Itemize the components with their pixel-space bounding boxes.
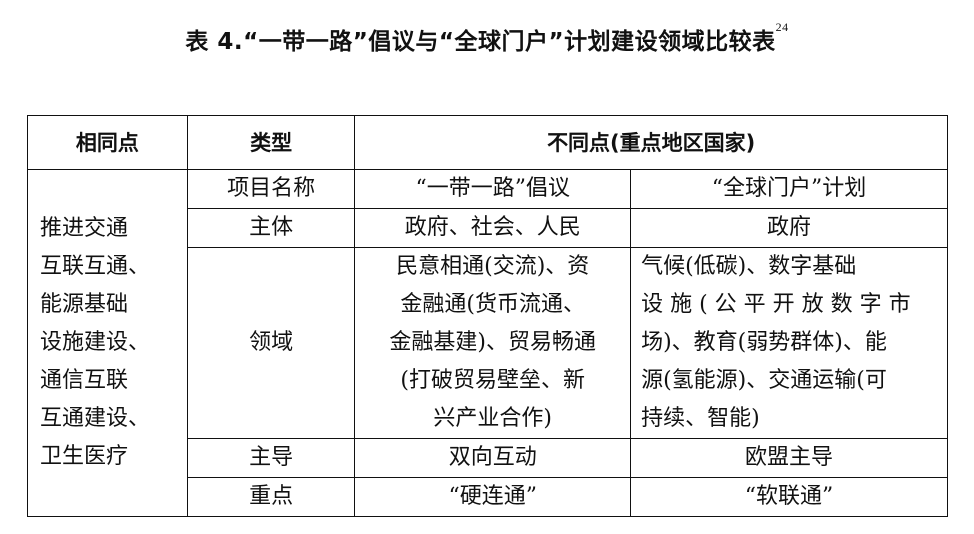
gg-line: 持续、智能) bbox=[641, 406, 760, 431]
same-line: 互通建设、 bbox=[40, 406, 151, 431]
bri-cell: 政府、社会、人民 bbox=[354, 208, 632, 248]
same-cell: 推进交通互联互通、能源基础设施建设、通信互联互通建设、卫生医疗 bbox=[27, 169, 188, 517]
header-type: 类型 bbox=[186, 115, 356, 170]
gg-line: 源(氢能源)、交通运输(可 bbox=[641, 368, 887, 393]
table-row: 主体 政府、社会、人民 政府 bbox=[28, 208, 948, 248]
header-row: 相同点 类型 不同点(重点地区国家) bbox=[27, 115, 948, 170]
same-line: 卫生医疗 bbox=[40, 444, 129, 469]
type-cell: 主体 bbox=[186, 208, 356, 248]
comparison-table: 相同点 类型 不同点(重点地区国家) 推进交通互联互通、能源基础设施建设、通信互… bbox=[27, 115, 948, 517]
bri-line: 兴产业合作) bbox=[433, 406, 553, 431]
gg-cell: 气候(低碳)、数字基础设 施 ( 公 平 开 放 数 字 市场)、教育(弱势群体… bbox=[630, 247, 948, 439]
bri-line: 双向互动 bbox=[448, 445, 537, 470]
gg-line: 欧盟主导 bbox=[745, 445, 834, 470]
bri-line: 金融通(货币流通、 bbox=[400, 292, 586, 317]
gg-line: “软联通” bbox=[744, 484, 834, 509]
type-cell: 领域 bbox=[186, 247, 356, 439]
gg-line: 场)、教育(弱势群体)、能 bbox=[641, 330, 887, 355]
same-line: 互联互通、 bbox=[40, 254, 151, 279]
gg-line: 设 施 ( 公 平 开 放 数 字 市 bbox=[641, 292, 911, 317]
title-text: 表 4.“一带一路”倡议与“全球门户”计划建设领域比较表 bbox=[185, 29, 776, 55]
gg-cell: 欧盟主导 bbox=[630, 438, 948, 478]
same-line: 推进交通 bbox=[40, 216, 129, 241]
gg-cell: “全球门户”计划 bbox=[630, 169, 948, 209]
same-line: 通信互联 bbox=[40, 368, 129, 393]
bri-line: 政府、社会、人民 bbox=[404, 215, 581, 240]
type-cell: 主导 bbox=[186, 438, 356, 478]
bri-cell: “硬连通” bbox=[354, 477, 632, 517]
type-cell: 重点 bbox=[186, 477, 356, 517]
table-row: 重点 “硬连通” “软联通” bbox=[28, 477, 948, 517]
bri-cell: “一带一路”倡议 bbox=[354, 169, 632, 209]
bri-line: “硬连通” bbox=[448, 484, 537, 509]
same-line: 设施建设、 bbox=[40, 330, 151, 355]
bri-line: (打破贸易壁垒、新 bbox=[400, 368, 586, 393]
gg-line: 气候(低碳)、数字基础 bbox=[641, 254, 857, 279]
type-cell: 项目名称 bbox=[186, 169, 356, 209]
bri-cell: 民意相通(交流)、资 金融通(货币流通、 金融基建)、贸易畅通 (打破贸易壁垒、新 兴产… bbox=[354, 247, 632, 439]
bri-line: 民意相通(交流)、资 bbox=[396, 254, 590, 279]
gg-line: “全球门户”计划 bbox=[711, 176, 867, 201]
header-same: 相同点 bbox=[27, 115, 188, 170]
footnote-ref: 24 bbox=[775, 20, 789, 34]
gg-cell: “软联通” bbox=[630, 477, 948, 517]
bri-line: “一带一路”倡议 bbox=[415, 176, 570, 201]
bri-line: 金融基建)、贸易畅通 bbox=[389, 330, 597, 355]
table-title: 表 4.“一带一路”倡议与“全球门户”计划建设领域比较表24 bbox=[0, 20, 974, 56]
header-diff: 不同点(重点地区国家) bbox=[354, 115, 948, 170]
bri-cell: 双向互动 bbox=[354, 438, 632, 478]
gg-cell: 政府 bbox=[630, 208, 948, 248]
same-line: 能源基础 bbox=[40, 292, 129, 317]
gg-line: 政府 bbox=[767, 215, 812, 240]
table-row: 推进交通 互联互通、 能源基础 设施建设、 通信互联 互通建设、 卫生医疗 项目名称 “一带一路… bbox=[27, 169, 948, 517]
